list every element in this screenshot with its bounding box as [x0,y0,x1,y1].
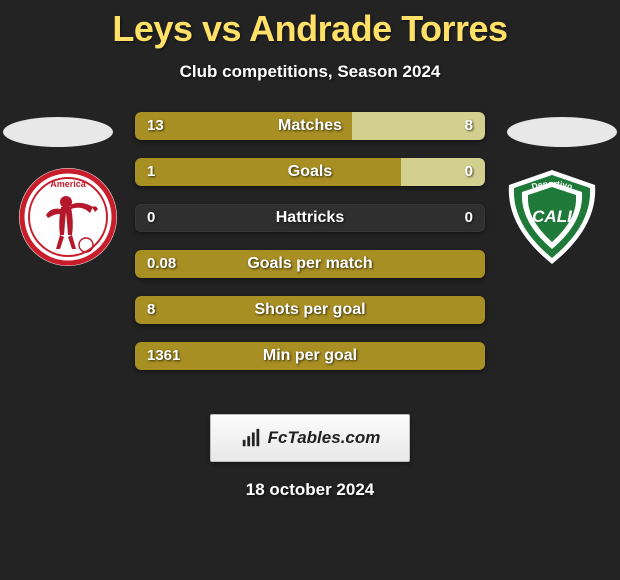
team-crest-right: Deportivo CALI [502,167,602,267]
stat-bars: 13Matches8 1Goals0 0Hattricks0 0.08Goals pe… [135,112,485,388]
stat-bar-row: 1361Min per goal [135,342,485,370]
stat-bar-row: 0Hattricks0 [135,204,485,232]
bar-value-left: 0 [147,204,155,232]
bar-fill-right [401,158,485,186]
bar-fill-left [135,112,352,140]
blank-oval-left [3,117,113,147]
chart-icon [240,427,262,449]
bar-label: Hattricks [135,204,485,232]
blank-oval-right [507,117,617,147]
bar-fill-left [135,250,485,278]
page-title: Leys vs Andrade Torres [0,0,620,50]
footer-date: 18 october 2024 [0,480,620,500]
comparison-chart: America Deportivo CALI 13Matches8 1Goals0… [0,112,620,402]
stat-bar-row: 8Shots per goal [135,296,485,324]
bar-fill-left [135,296,485,324]
stat-bar-row: 13Matches8 [135,112,485,140]
team-crest-left: America [18,167,118,267]
stat-bar-row: 0.08Goals per match [135,250,485,278]
bar-fill-left [135,342,485,370]
svg-text:America: America [50,179,87,189]
brand-badge[interactable]: FcTables.com [210,414,410,462]
stat-bar-row: 1Goals0 [135,158,485,186]
subtitle: Club competitions, Season 2024 [0,62,620,82]
bar-fill-right [352,112,485,140]
brand-text: FcTables.com [268,428,381,448]
bar-fill-left [135,158,401,186]
svg-text:CALI: CALI [532,207,573,226]
bar-value-right: 0 [465,204,473,232]
